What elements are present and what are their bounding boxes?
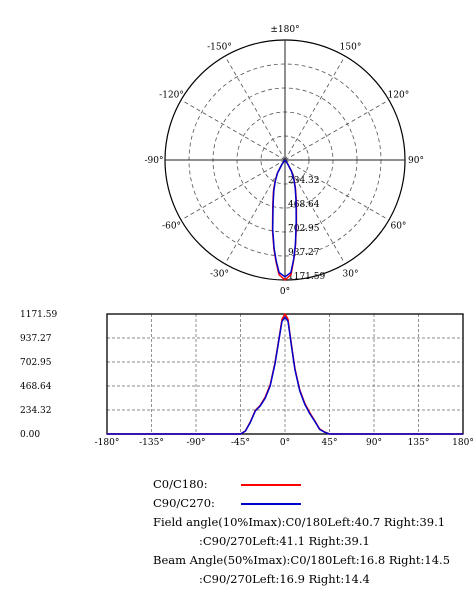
x-tick-label: 45° xyxy=(322,438,338,448)
polar-angle-label: -60° xyxy=(162,222,181,232)
y-tick-label: 937.27 xyxy=(20,334,52,344)
polar-spoke xyxy=(180,159,286,221)
x-tick-label: 135° xyxy=(408,438,430,448)
x-tick-label: -90° xyxy=(187,438,206,448)
legend-swatch-c90-c270 xyxy=(241,503,301,505)
x-tick-label: 0° xyxy=(280,438,290,448)
polar-spoke xyxy=(224,55,286,161)
legend-item-c90-c270: C90/C270: xyxy=(153,494,450,513)
beam-angle-c90-line: :C90/270Left:16.9 Right:14.4 xyxy=(199,572,370,586)
y-tick-label: 1171.59 xyxy=(20,310,57,320)
polar-radial-label: 468.64 xyxy=(288,200,320,210)
polar-angle-label: 90° xyxy=(408,156,424,166)
polar-spoke xyxy=(284,159,346,265)
polar-spoke xyxy=(284,159,390,221)
polar-radial-label: 234.32 xyxy=(288,176,320,186)
polar-radial-label: 702.95 xyxy=(288,224,320,234)
beam-angle-line: Beam Angle(50%Imax):C0/180Left:16.8 Righ… xyxy=(153,553,451,567)
polar-angle-label: 30° xyxy=(343,269,359,279)
field-angle-c90-line: :C90/270Left:41.1 Right:39.1 xyxy=(199,534,370,548)
legend-swatch-c0-c180 xyxy=(241,484,301,486)
polar-radial-label: 937.27 xyxy=(288,248,320,258)
polar-spoke xyxy=(284,99,390,161)
y-tick-label: 702.95 xyxy=(20,358,52,368)
polar-angle-label: -30° xyxy=(210,269,229,279)
legend-item-c0-c180: C0/C180: xyxy=(153,475,450,494)
polar-series-c90-c270 xyxy=(271,159,297,278)
legend-label: C90/C270: xyxy=(153,496,215,510)
polar-angle-label: 0° xyxy=(280,287,290,297)
line-series-c90-c270 xyxy=(107,316,463,435)
legend-label: C0/C180: xyxy=(153,477,208,491)
x-tick-label: -180° xyxy=(95,438,120,448)
y-tick-label: 234.32 xyxy=(20,406,52,416)
polar-angle-label: ±180° xyxy=(270,25,299,35)
polar-chart: ±180° 150° -150° 120° -120° 90° -90° 60° -60° 30°… xyxy=(145,25,424,297)
y-tick-label: 0.00 xyxy=(20,430,40,440)
polar-angle-label: 120° xyxy=(388,91,410,101)
x-tick-label: -135° xyxy=(139,438,164,448)
field-angle-line: Field angle(10%Imax):C0/180Left:40.7 Rig… xyxy=(153,515,446,529)
x-tick-label: 180° xyxy=(452,438,474,448)
x-tick-label: 90° xyxy=(366,438,382,448)
polar-angle-label: -150° xyxy=(207,43,232,53)
polar-spoke xyxy=(224,159,286,265)
polar-angle-label: 60° xyxy=(390,222,406,232)
polar-radial-label: 1171.59 xyxy=(288,272,325,282)
polar-angle-label: -120° xyxy=(159,91,184,101)
y-tick-label: 468.64 xyxy=(20,382,52,392)
polar-angle-label: -90° xyxy=(145,156,164,166)
polar-spoke xyxy=(284,55,346,161)
polar-spoke xyxy=(180,99,286,161)
x-tick-label: -45° xyxy=(231,438,250,448)
legend: C0/C180: C90/C270: Field angle(10%Imax):… xyxy=(153,475,450,589)
polar-angle-label: 150° xyxy=(340,43,362,53)
line-chart: 0.00 234.32 468.64 702.95 937.27 1171.59 -180°… xyxy=(20,310,474,448)
